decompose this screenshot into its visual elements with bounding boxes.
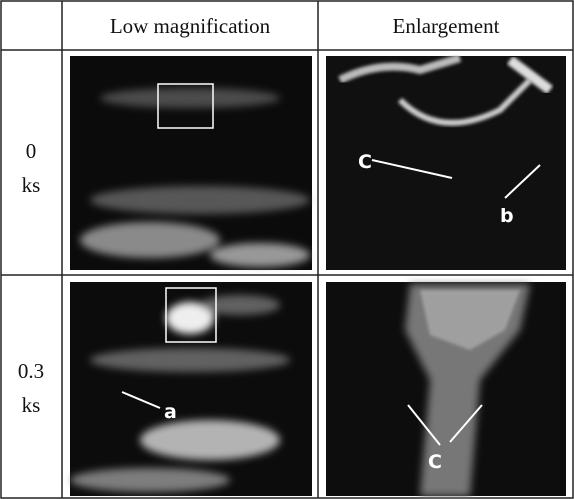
annotation: C — [428, 451, 442, 473]
annotation: a — [164, 401, 177, 423]
micrograph: a — [70, 282, 312, 496]
micrograph: C b — [326, 54, 566, 270]
row-label: 0.3 — [18, 359, 44, 383]
micrograph: C — [326, 282, 566, 496]
header-cell: Enlargement — [393, 14, 500, 38]
row-label: ks — [22, 393, 41, 417]
row-label: 0 — [26, 139, 37, 163]
header-cell: Low magnification — [110, 14, 271, 38]
row-label: ks — [22, 173, 41, 197]
micrograph — [70, 56, 312, 270]
annotation: C — [358, 151, 372, 173]
annotation: b — [500, 205, 514, 227]
